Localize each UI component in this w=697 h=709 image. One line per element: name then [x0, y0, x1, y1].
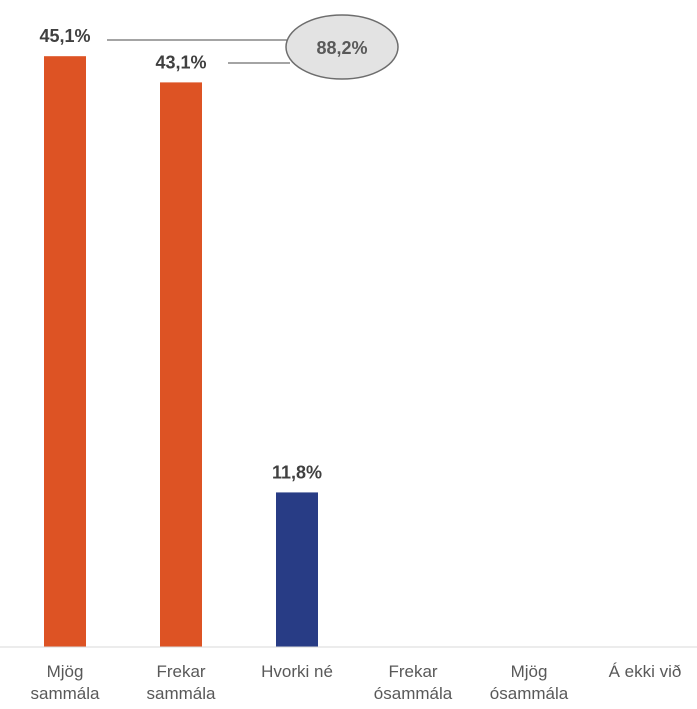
bar-2 — [160, 82, 202, 647]
x-tick-label-4: Frekar ósammála — [374, 662, 453, 703]
x-tick-label-1: Mjög sammála — [31, 662, 101, 703]
annotation-ellipse — [285, 14, 399, 80]
bar-3 — [276, 492, 318, 647]
value-labels: 45,1% 43,1% 11,8% — [39, 26, 322, 482]
sum-annotation: 88,2% — [107, 14, 399, 80]
value-label-1: 45,1% — [39, 26, 90, 46]
x-tick-label-2: Frekar sammála — [147, 662, 217, 703]
annotation-label: 88,2% — [316, 38, 367, 58]
bar-1 — [44, 56, 86, 647]
x-tick-labels: Mjög sammála Frekar sammála Hvorki né Frekar ó… — [31, 662, 682, 703]
value-label-3: 11,8% — [272, 462, 322, 482]
value-label-2: 43,1% — [155, 52, 206, 72]
bars — [44, 56, 318, 647]
x-tick-label-3: Hvorki né — [261, 662, 333, 681]
x-tick-label-6: Á ekki við — [609, 662, 682, 681]
x-tick-label-5: Mjög ósammála — [490, 662, 569, 703]
